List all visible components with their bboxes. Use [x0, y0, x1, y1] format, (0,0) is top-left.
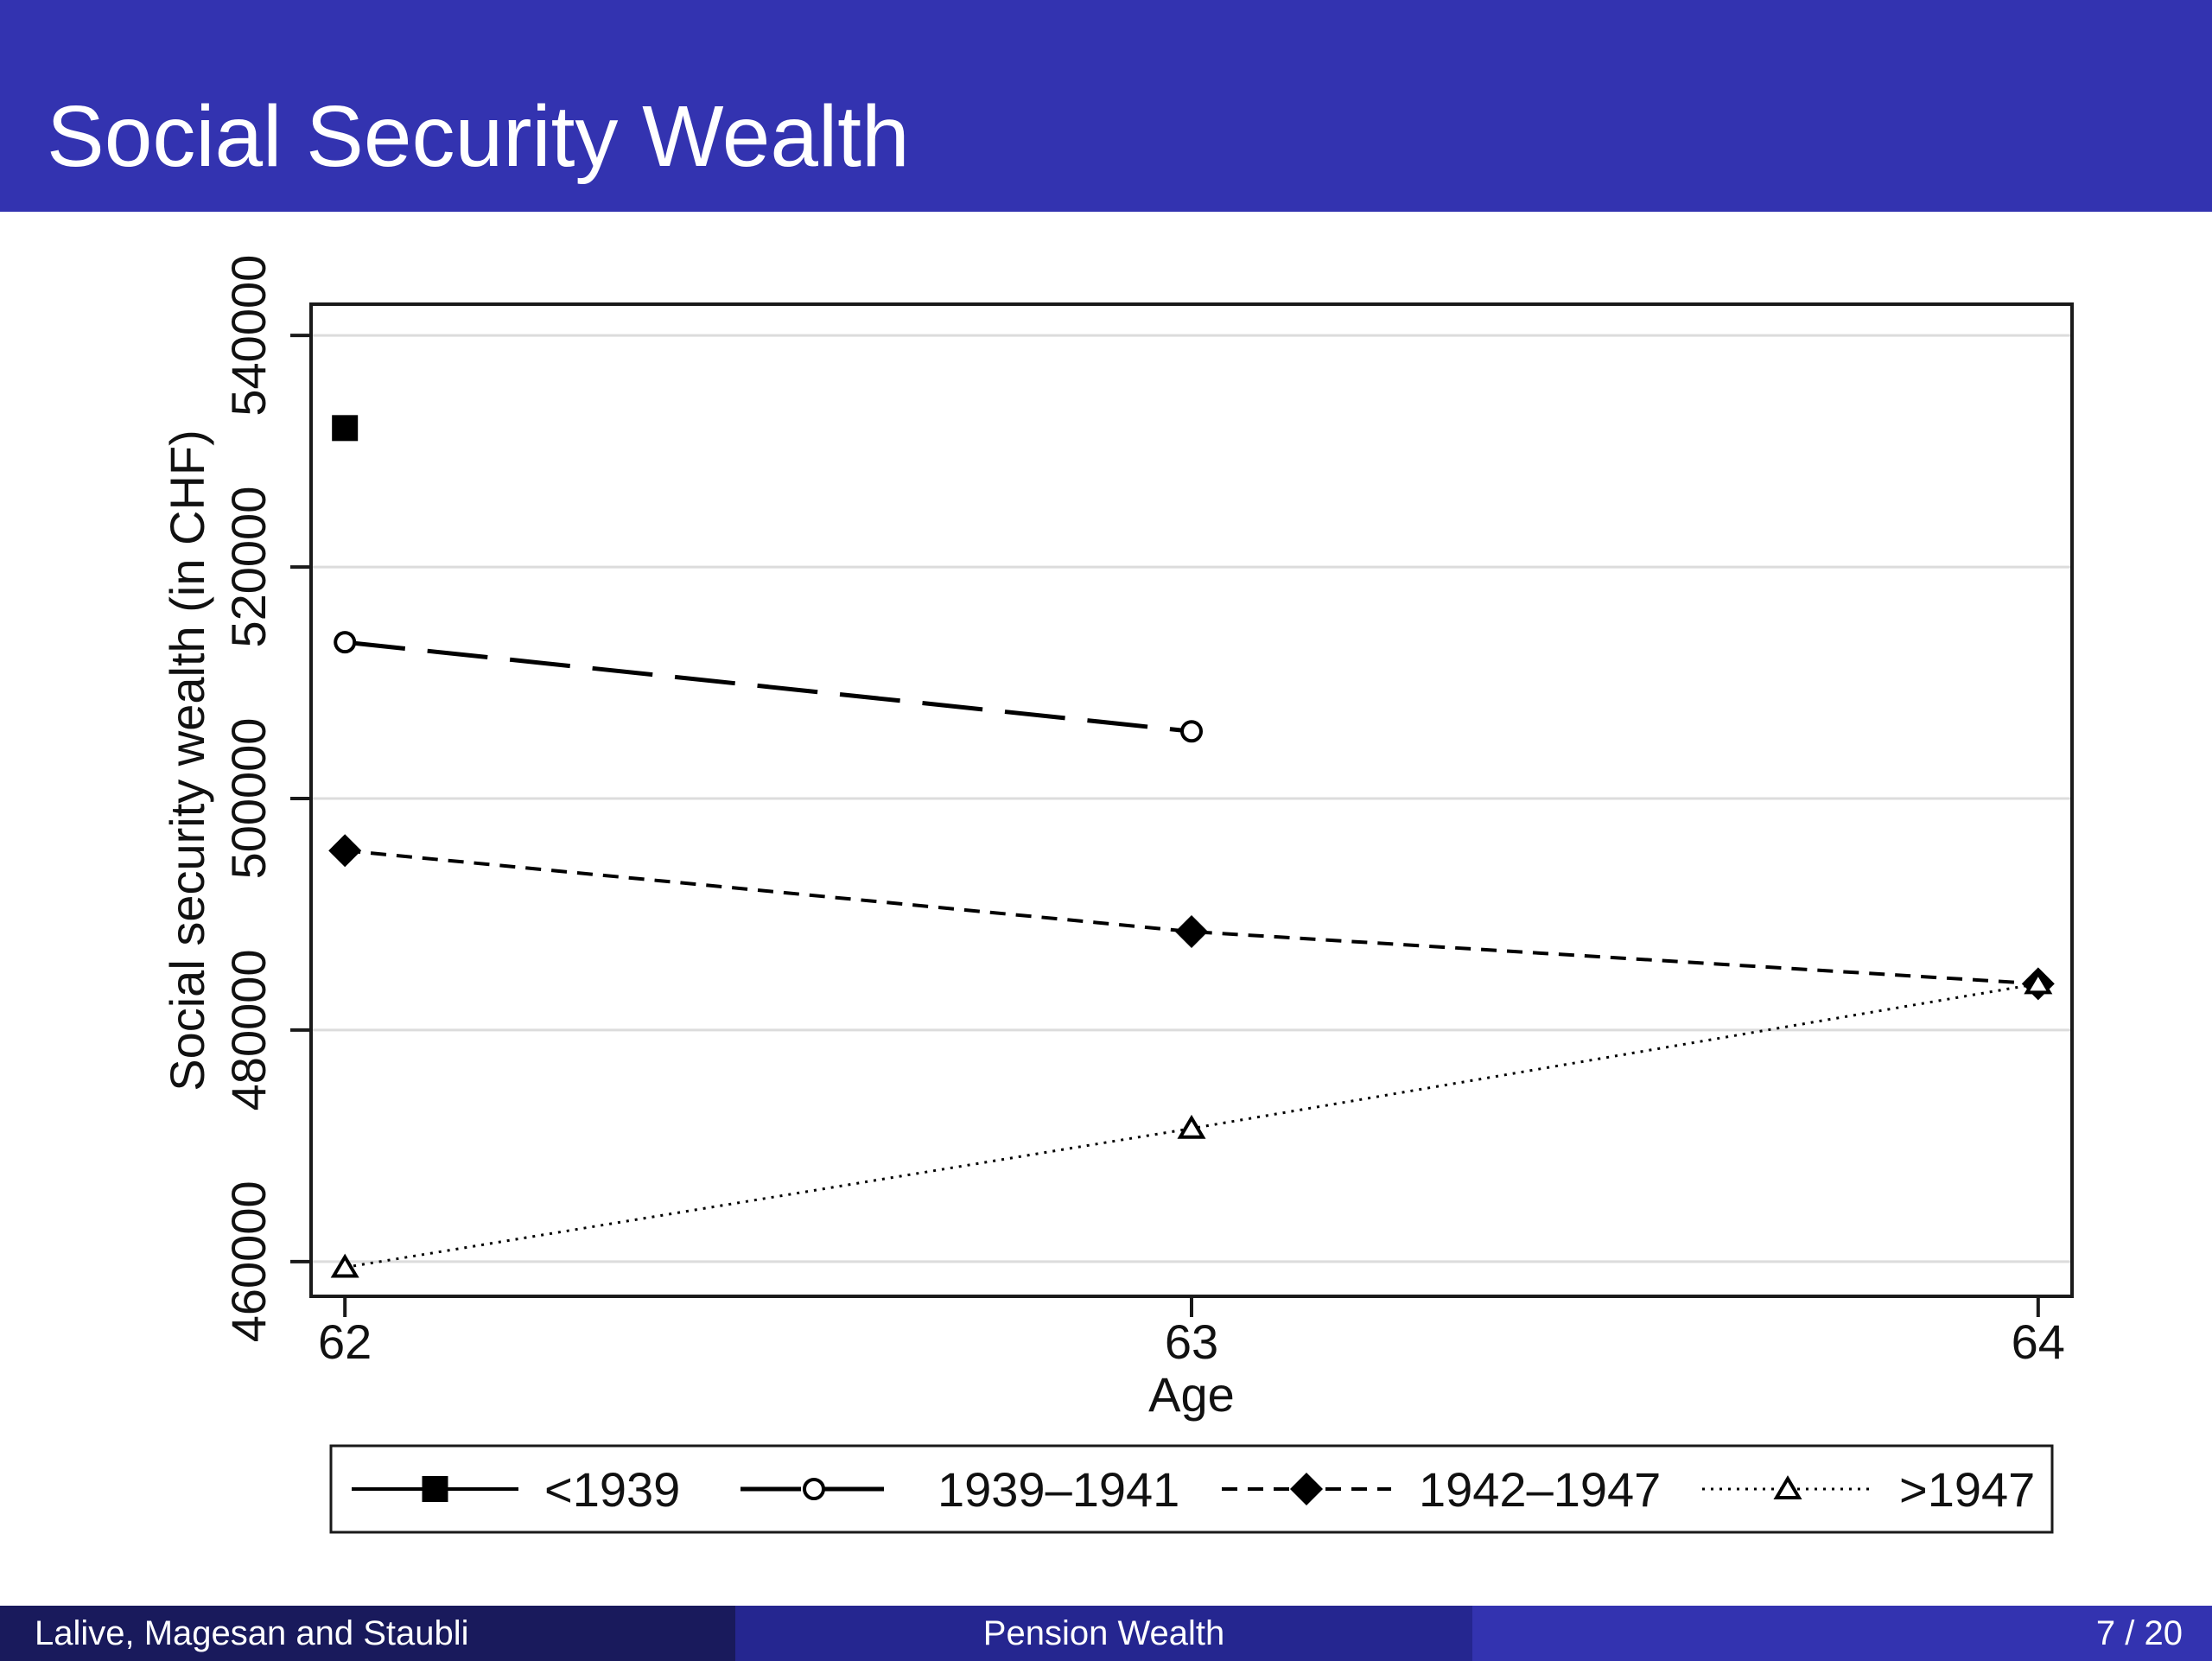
data-point-3-2	[2024, 970, 2053, 995]
series-0	[332, 415, 359, 442]
legend-label-1: 1939–1941	[938, 1462, 1179, 1517]
data-point-0-0	[332, 415, 359, 442]
x-tick-label-64: 64	[2012, 1314, 2065, 1369]
y-tick-label-520000: 520000	[221, 487, 276, 648]
data-point-2-1	[1175, 915, 1208, 949]
legend-marker-2	[1290, 1473, 1323, 1505]
legend-item-2: 1942–1947	[1222, 1462, 1661, 1517]
y-axis-title: Social security wealth (in CHF)	[160, 430, 214, 1091]
series-line-1	[344, 640, 1192, 734]
legend-item-0: <1939	[352, 1462, 680, 1517]
x-tick-label-63: 63	[1165, 1314, 1218, 1369]
y-tick-label-460000: 460000	[221, 1181, 276, 1342]
footer-section: Pension Wealth	[735, 1606, 1472, 1661]
footer-page-number: 7 / 20	[1472, 1606, 2212, 1661]
line-chart: 460000 480000 500000 520000 540000 62 63 64 Age S…	[160, 255, 2074, 1534]
slide-title: Social Security Wealth	[47, 88, 910, 185]
series-1	[334, 631, 1203, 743]
legend-marker-0	[422, 1476, 448, 1502]
data-point-1-1	[1180, 720, 1203, 743]
legend-item-1: 1939–1941	[741, 1462, 1179, 1517]
plot-frame	[309, 302, 2074, 1298]
legend-label-0: <1939	[544, 1462, 680, 1517]
series-3	[330, 970, 2053, 1278]
footer-authors: Lalive, Magesan and Staubli	[0, 1606, 735, 1661]
legend-item-3: >1947	[1702, 1462, 2035, 1517]
x-axis-title: Age	[1148, 1367, 1235, 1422]
slide-header: Social Security Wealth	[0, 0, 2212, 212]
y-tick-label-500000: 500000	[221, 718, 276, 880]
y-tick-label-480000: 480000	[221, 949, 276, 1111]
x-tick-label-62: 62	[318, 1314, 372, 1369]
legend-label-2: 1942–1947	[1419, 1462, 1661, 1517]
data-point-1-0	[334, 631, 357, 654]
series-2	[328, 834, 2055, 1001]
legend-marker-1	[803, 1478, 825, 1500]
legend-marker-3	[1773, 1475, 1802, 1499]
data-point-2-0	[328, 834, 362, 868]
legend-label-3: >1947	[1899, 1462, 2035, 1517]
data-point-3-1	[1177, 1114, 1206, 1139]
data-point-3-0	[330, 1253, 359, 1278]
y-tick-label-540000: 540000	[221, 255, 276, 417]
slide-footer: Lalive, Magesan and Staubli Pension Weal…	[0, 1606, 2212, 1661]
